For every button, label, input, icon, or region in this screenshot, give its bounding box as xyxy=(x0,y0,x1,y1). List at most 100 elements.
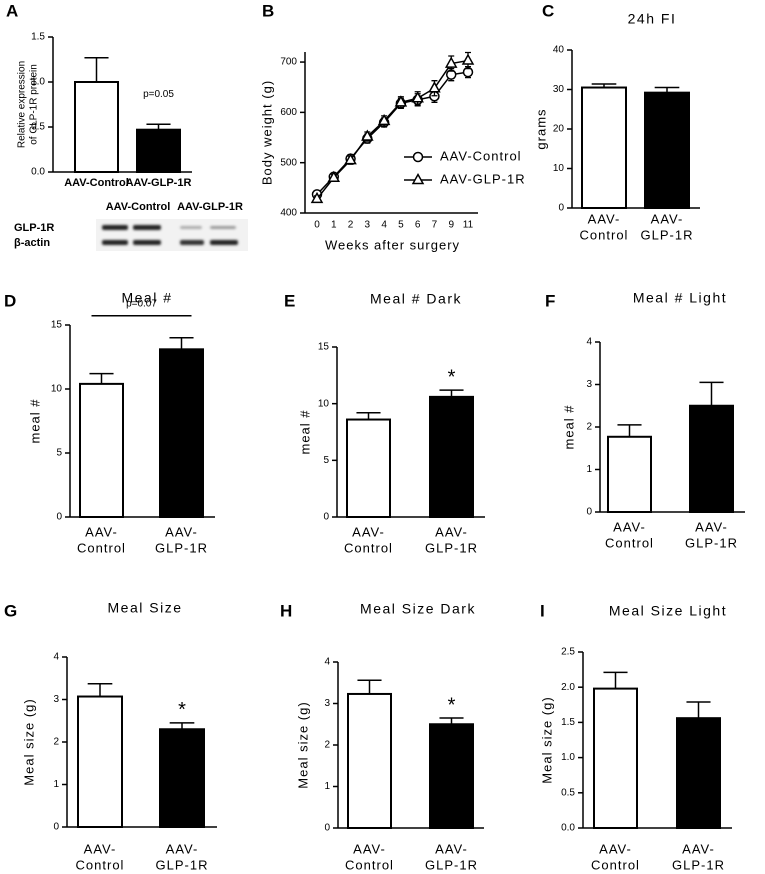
x-tick-label: AAV-GLP-1R xyxy=(126,177,192,189)
y-tick-label: 0.0 xyxy=(561,823,575,834)
y-tick-label: 700 xyxy=(280,57,297,68)
point xyxy=(377,113,391,126)
bar xyxy=(429,395,474,518)
panel-label: F xyxy=(545,291,555,310)
y-tick-label: 2 xyxy=(53,737,59,748)
panel-label: H xyxy=(280,601,292,620)
x-tick-label: Control xyxy=(345,857,394,872)
x-tick-label: AAV- xyxy=(166,841,199,856)
x-tick-label: GLP-1R xyxy=(425,540,478,555)
x-tick-label: 11 xyxy=(463,220,474,231)
y-axis-label: meal # xyxy=(297,409,312,454)
y-tick-label: 30 xyxy=(553,84,565,95)
y-tick-label: 2.5 xyxy=(561,647,575,658)
y-axis-label: Meal size (g) xyxy=(21,698,36,785)
x-tick-label: Control xyxy=(76,857,125,872)
point xyxy=(461,53,475,65)
x-tick-label: AAV- xyxy=(599,841,632,856)
x-tick-label: AAV- xyxy=(435,524,468,539)
bar xyxy=(74,81,119,173)
chart-title: 24h FI xyxy=(628,11,677,27)
y-tick-label: 2 xyxy=(586,422,592,433)
x-tick-label: AAV- xyxy=(435,841,468,856)
chart-title: Meal Size xyxy=(108,600,183,616)
x-axis-label: Weeks after surgery xyxy=(325,237,460,252)
bar xyxy=(644,91,690,209)
chart-title: Meal # xyxy=(121,290,172,306)
chart-title: Meal Size Dark xyxy=(360,601,476,617)
blot-row-label: GLP-1R xyxy=(14,222,54,234)
x-tick-label: AAV- xyxy=(353,841,386,856)
x-tick-label: GLP-1R xyxy=(155,540,208,555)
x-tick-label: 2 xyxy=(348,220,354,231)
y-tick-label: 5 xyxy=(323,455,329,466)
point xyxy=(394,95,408,107)
y-tick-label: 600 xyxy=(280,107,297,118)
y-tick-label: 3 xyxy=(53,694,59,705)
blot-lane-label: AAV-GLP-1R xyxy=(177,201,243,213)
x-tick-label: AAV- xyxy=(651,211,684,226)
x-tick-label: AAV- xyxy=(165,524,198,539)
y-tick-label: 400 xyxy=(280,208,297,219)
legend-marker xyxy=(411,172,425,185)
panel-label: B xyxy=(262,1,274,20)
bar xyxy=(676,717,721,830)
blot-row-label: β-actin xyxy=(14,237,50,249)
x-tick-label: Control xyxy=(580,227,629,242)
x-tick-label: 6 xyxy=(415,220,421,231)
point xyxy=(428,81,441,93)
bar xyxy=(607,435,652,513)
bar xyxy=(159,728,205,828)
y-tick-label: 10 xyxy=(553,163,565,174)
y-tick-label: 20 xyxy=(553,124,565,135)
x-tick-label: Control xyxy=(77,540,126,555)
legend-label: AAV-GLP-1R xyxy=(440,171,526,186)
blot-lane-label: AAV-Control xyxy=(106,201,171,213)
bar xyxy=(593,687,638,829)
y-axis-label: Relative expression xyxy=(17,61,28,148)
y-tick-label: 1 xyxy=(53,779,59,790)
x-tick-label: GLP-1R xyxy=(672,857,725,872)
legend-marker xyxy=(412,151,424,163)
y-tick-label: 40 xyxy=(553,45,565,56)
annotation: p=0.07 xyxy=(126,298,157,309)
y-tick-label: 4 xyxy=(53,652,59,663)
y-tick-label: 0.0 xyxy=(31,167,45,178)
y-tick-label: 0 xyxy=(56,512,62,523)
x-tick-label: GLP-1R xyxy=(685,535,738,550)
y-tick-label: 1.0 xyxy=(31,77,45,88)
chart-title: Meal Size Light xyxy=(609,603,727,619)
y-tick-label: 2 xyxy=(324,740,330,751)
x-tick-label: AAV- xyxy=(352,524,385,539)
western-blot: AAV-Control AAV-GLP-1R GLP-1R β-actin xyxy=(14,201,248,251)
x-tick-label: 7 xyxy=(432,220,438,231)
blot-bands xyxy=(102,225,238,245)
y-tick-label: 4 xyxy=(324,657,330,668)
x-tick-label: GLP-1R xyxy=(641,227,694,242)
y-axis-label: Meal size (g) xyxy=(295,701,310,788)
x-tick-label: AAV- xyxy=(85,524,118,539)
y-axis-label: meal # xyxy=(27,398,42,443)
y-tick-label: 0 xyxy=(558,203,564,214)
panel-label: A xyxy=(6,1,18,20)
y-tick-label: 0 xyxy=(586,507,592,518)
point xyxy=(344,153,357,165)
bar xyxy=(581,86,627,209)
x-tick-label: Control xyxy=(344,540,393,555)
bar xyxy=(347,692,392,830)
point xyxy=(327,170,341,183)
y-tick-label: 500 xyxy=(280,157,297,168)
annotation: * xyxy=(178,699,186,721)
y-axis-label: Meal size (g) xyxy=(539,696,554,783)
y-tick-label: 5 xyxy=(56,448,62,459)
point xyxy=(361,129,374,141)
x-tick-label: 1 xyxy=(331,220,337,231)
bar xyxy=(346,418,391,518)
bar xyxy=(136,128,181,173)
legend-label: AAV-Control xyxy=(440,148,522,163)
y-axis-label: Body weight (g) xyxy=(259,80,274,185)
y-tick-label: 3 xyxy=(586,379,592,390)
y-tick-label: 0 xyxy=(53,822,59,833)
x-tick-label: Control xyxy=(591,857,640,872)
